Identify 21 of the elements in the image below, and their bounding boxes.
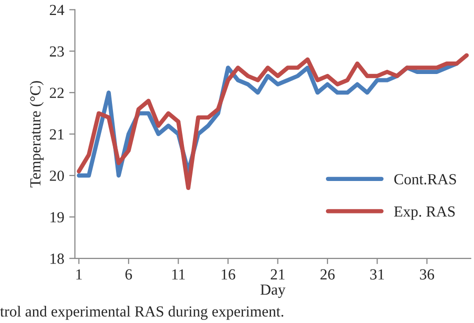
x-tick-label: 36 bbox=[420, 269, 434, 280]
x-tick-label: 6 bbox=[125, 269, 132, 280]
legend-label: Cont.RAS bbox=[394, 174, 456, 184]
x-tick-label: 21 bbox=[270, 269, 284, 280]
y-tick-label: 18 bbox=[50, 254, 64, 264]
x-tick-label: 31 bbox=[370, 269, 384, 280]
x-tick-label: 11 bbox=[172, 269, 185, 280]
y-tick-label: 19 bbox=[50, 212, 64, 222]
y-tick-label: 23 bbox=[50, 46, 64, 57]
x-tick-label: 26 bbox=[320, 269, 335, 280]
y-tick-label: 24 bbox=[50, 4, 64, 15]
x-axis-title: Day bbox=[260, 284, 286, 298]
line-series bbox=[76, 53, 469, 190]
x-tick-label: 1 bbox=[76, 269, 82, 280]
x-tick-label: 16 bbox=[222, 269, 236, 280]
y-axis-title: Temperature (°C) bbox=[30, 81, 44, 188]
text: trol and experimental RAS during experiment. bbox=[0, 306, 284, 320]
y-tick-label: 21 bbox=[50, 129, 64, 140]
y-tick-label: 22 bbox=[50, 88, 64, 98]
y-tick-label: 20 bbox=[50, 170, 64, 181]
legend-label: Exp. RAS bbox=[394, 206, 455, 220]
